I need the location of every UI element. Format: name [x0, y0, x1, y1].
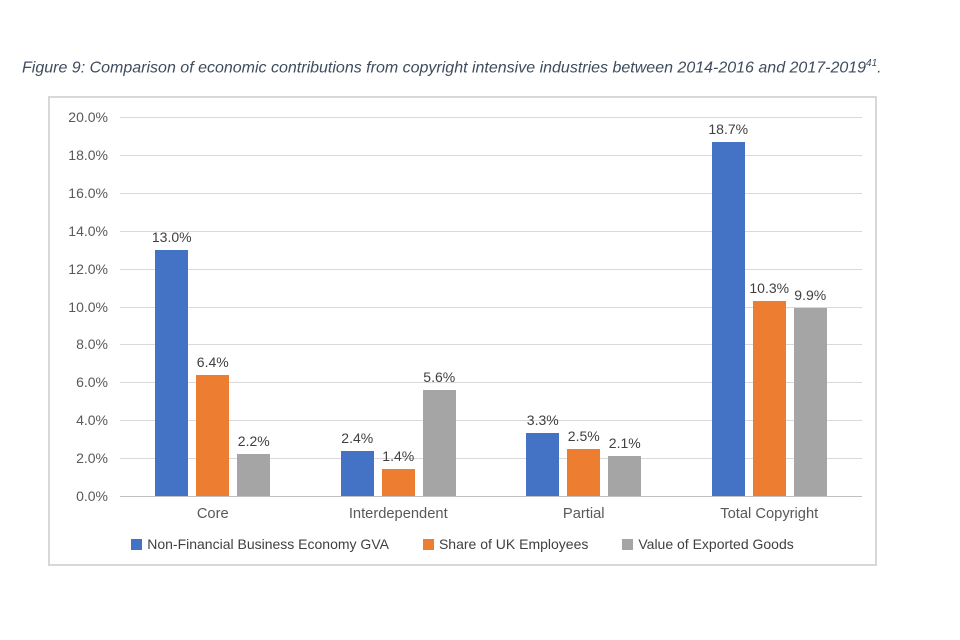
category-label: Core [196, 506, 229, 522]
bar-chart: 0.0% 2.0% 4.0% 6.0% 8.0% 10.0% 12.0% 14.0% 16.0%… [48, 96, 877, 566]
figure-caption: Figure 9: Comparison of economic contrib… [22, 54, 882, 78]
y-tick-label: 18.0% [68, 146, 108, 163]
chart-legend: Non-Financial Business Economy GVA Share … [50, 536, 875, 552]
bar-value-label: 18.7% [708, 120, 749, 137]
bar-value-label: 6.4% [196, 353, 229, 370]
gridline [120, 382, 862, 384]
y-tick-label: 4.0% [76, 412, 108, 429]
gridline [120, 154, 862, 156]
bar-value-label: 3.3% [526, 412, 559, 429]
legend-swatch [622, 538, 634, 550]
gridline [120, 420, 862, 422]
y-tick-label: 16.0% [68, 184, 108, 201]
category-label: Partial [562, 506, 605, 522]
bar [340, 450, 374, 496]
gridline [120, 344, 862, 346]
bar-value-label: 10.3% [749, 279, 790, 296]
gridline [120, 192, 862, 194]
legend-item: Value of Exported Goods [622, 536, 794, 552]
y-tick-label: 12.0% [68, 260, 108, 277]
bar [752, 300, 786, 496]
legend-label: Share of UK Employees [438, 536, 589, 552]
gridline [120, 496, 862, 497]
legend-swatch [131, 538, 143, 550]
y-tick-label: 2.0% [76, 450, 108, 467]
bar-value-label: 2.1% [608, 435, 641, 452]
legend-item: Share of UK Employees [422, 536, 589, 552]
bar-value-label: 2.2% [237, 433, 270, 450]
bar-value-label: 9.9% [794, 287, 827, 304]
gridline [120, 306, 862, 308]
gridline [120, 230, 862, 232]
bar-value-label: 13.0% [151, 228, 192, 245]
bar [608, 456, 642, 496]
y-tick-label: 8.0% [76, 336, 108, 353]
category-label: Interdependent [348, 506, 448, 522]
y-tick-label: 14.0% [68, 222, 108, 239]
legend-swatch [422, 538, 434, 550]
bar [567, 448, 601, 496]
gridline [120, 117, 862, 118]
bar [196, 374, 230, 496]
legend-label: Non-Financial Business Economy GVA [147, 536, 389, 552]
y-tick-label: 20.0% [68, 109, 108, 125]
category-label: Total Copyright [720, 506, 819, 522]
figure-caption-footnote-ref: 41 [866, 58, 878, 69]
bar-value-label: 5.6% [423, 368, 456, 385]
legend-item: Non-Financial Business Economy GVA [131, 536, 389, 552]
bar-value-label: 2.4% [341, 429, 374, 446]
bar [237, 454, 271, 496]
gridline [120, 268, 862, 270]
gridline [120, 458, 862, 460]
y-tick-label: 6.0% [76, 374, 108, 391]
bar [381, 469, 415, 496]
bar [526, 433, 560, 496]
bar [155, 249, 189, 496]
y-tick-label: 0.0% [76, 488, 108, 504]
legend-label: Value of Exported Goods [638, 536, 794, 552]
bar [422, 389, 456, 496]
bar-value-label: 2.5% [567, 427, 600, 444]
figure-caption-text: Figure 9: Comparison of economic contrib… [22, 59, 867, 77]
bar [793, 308, 827, 496]
y-tick-label: 10.0% [68, 298, 108, 315]
figure-caption-period: . [877, 59, 882, 77]
bar [711, 141, 745, 496]
bar-value-label: 1.4% [382, 448, 415, 465]
